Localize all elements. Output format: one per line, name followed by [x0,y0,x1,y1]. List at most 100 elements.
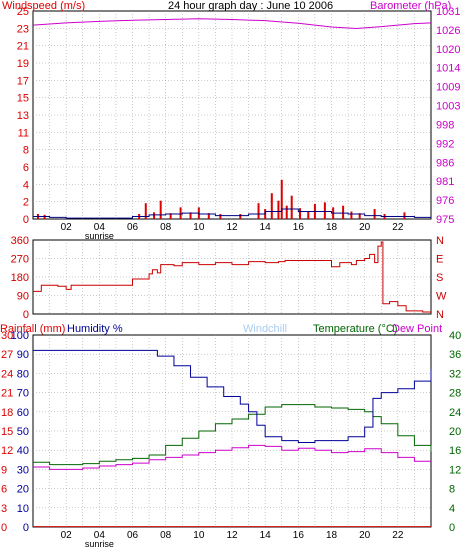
baro-tick-label: 981 [436,176,454,188]
rain-tick-label: 24 [1,368,13,380]
x-tick-label: 18 [326,530,338,541]
baro-tick-label: 992 [436,138,454,150]
humidity-tick-label: 100 [11,330,29,342]
humidity-tick-label: 0 [23,522,29,534]
wind-tick-label: 0 [23,214,29,226]
x-tick-label: 18 [326,222,338,233]
direction-tick-label: 360 [11,235,29,247]
rain-tick-label: 30 [1,330,13,342]
baro-tick-label: 998 [436,119,454,131]
wind-gust-bar [207,213,210,219]
direction-tick-label: 0 [23,309,29,321]
windspeed-axis-label: Windspeed (m/s) [2,0,85,12]
barometer-line [32,18,432,29]
baro-tick-label: 986 [436,157,454,169]
wind-tick-label: 8 [23,145,29,157]
wind-gust-bar [323,202,326,219]
compass-tick-label: W [436,291,447,303]
wind-gust-bar [342,205,345,219]
wind-gust-bar [307,211,310,219]
wind-tick-label: 6 [23,162,29,174]
x-tick-label: 20 [359,222,371,233]
windchill-label: Windchill [243,323,287,335]
barometer-axis-label: Barometer (hPa) [370,0,451,12]
sunrise-label: sunrise [85,539,114,549]
wind-tick-label: 17 [17,75,29,87]
temp-tick-label: 40 [449,330,461,342]
wind-gust-bar [403,212,406,219]
direction-tick-label: 180 [11,272,29,284]
baro-tick-label: 1031 [436,6,460,18]
rain-tick-label: 15 [1,426,13,438]
wind-gust-bar [277,200,280,219]
humidity-tick-label: 20 [17,484,29,496]
dewpoint-label: Dew Point [392,323,442,335]
wind-tick-label: 15 [17,93,29,105]
baro-tick-label: 975 [436,214,454,226]
wind-gust-bar [159,200,162,219]
x-tick-label: 02 [61,222,73,233]
x-tick-label: 06 [127,222,139,233]
x-tick-label: 12 [226,530,238,541]
wind-gust-bar [239,214,242,219]
wind-tick-label: 13 [17,110,29,122]
humidity-tick-label: 70 [17,388,29,400]
wind-gust-bar [290,195,293,219]
sunrise-label: sunrise [85,231,114,241]
baro-tick-label: 1014 [436,63,460,75]
compass-tick-label: N [436,309,444,321]
compass-tick-label: E [436,254,443,266]
average-wind-line [33,208,431,219]
dewpoint-line [33,444,431,470]
wind-gust-bar [153,212,156,219]
temperature-axis-label: Temperature (°C) [313,323,397,335]
humidity-tick-label: 50 [17,426,29,438]
wind-gust-bar [144,203,147,219]
wind-tick-label: 19 [17,58,29,70]
wind-gust-bar [358,213,361,219]
wind-gust-bar [350,211,353,219]
x-tick-label: 08 [160,222,172,233]
wind-tick-label: 23 [17,23,29,35]
baro-tick-label: 1026 [436,25,460,37]
rain-tick-label: 6 [1,484,7,496]
temp-tick-label: 8 [449,484,455,496]
wind-gust-bar [285,205,288,219]
x-tick-label: 04 [94,530,106,541]
baro-tick-label: 1003 [436,101,460,113]
baro-tick-label: 976 [436,195,454,207]
humidity-tick-label: 90 [17,349,29,361]
wind-tick-label: 21 [17,41,29,53]
rain-tick-label: 12 [1,445,13,457]
wind-gust-bar [179,207,182,219]
humidity-line [33,349,432,444]
direction-tick-label: 90 [17,291,29,303]
x-tick-label: 22 [392,222,404,233]
x-tick-label: 10 [193,530,205,541]
x-tick-label: 02 [61,530,73,541]
temp-tick-label: 36 [449,349,461,361]
compass-tick-label: S [436,272,443,284]
wind-gust-bar [298,208,301,219]
wind-gust-bar [169,213,172,219]
wind-tick-label: 11 [18,127,29,139]
wind-gust-bar [270,193,273,219]
wind-direction-line [33,241,431,313]
x-tick-label: 16 [293,222,305,233]
humidity-tick-label: 10 [17,503,29,515]
temp-tick-label: 12 [449,464,461,476]
humidity-tick-label: 60 [17,407,29,419]
x-tick-label: 10 [193,222,205,233]
direction-tick-label: 270 [11,254,29,266]
x-tick-label: 08 [160,530,172,541]
compass-tick-label: N [436,235,444,247]
x-tick-label: 14 [260,222,272,233]
x-tick-label: 12 [226,222,238,233]
humidity-tick-label: 40 [17,445,29,457]
wind-gust-bar [189,212,192,219]
rainfall-axis-label: Rainfall (mm) [0,323,65,335]
humidity-axis-label: Humidity % [67,323,123,335]
humidity-tick-label: 30 [17,464,29,476]
